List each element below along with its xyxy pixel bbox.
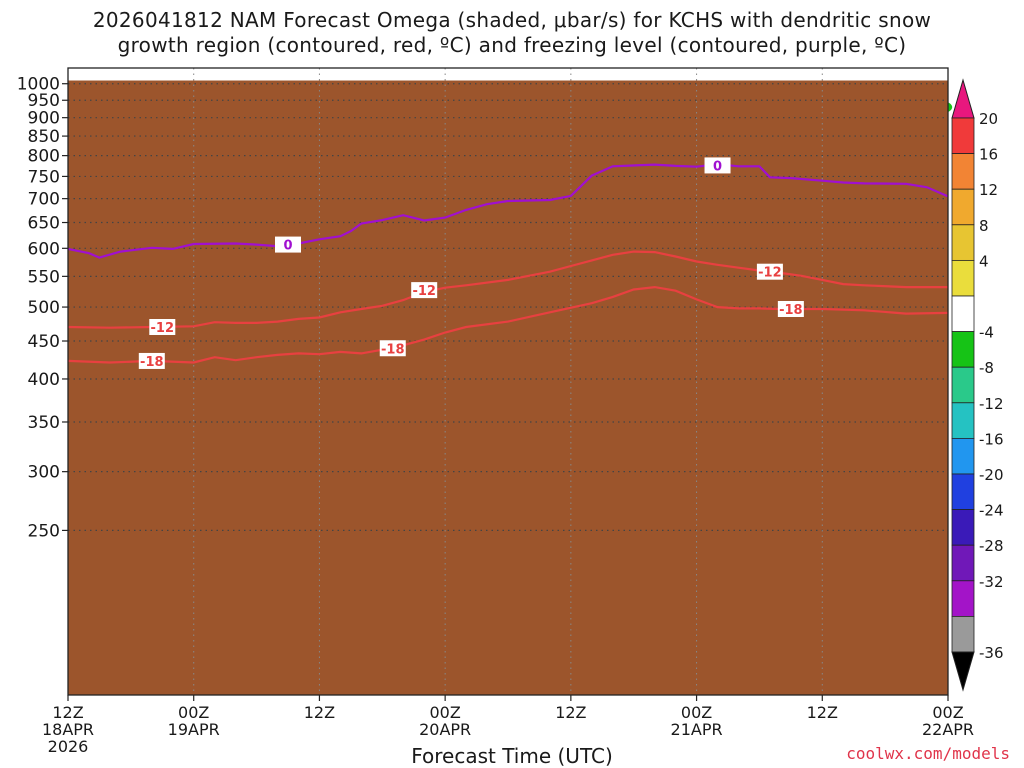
x-tick-label-24-0: 12Z <box>304 703 335 722</box>
colorbar-swatch-7 <box>951 366 975 404</box>
colorbar-swatch-14 <box>951 616 975 653</box>
isotherm-minus12-label-bg-2 <box>756 263 783 280</box>
colorbar-label-3: 8 <box>979 217 989 235</box>
freezing-level-label-bg-1 <box>704 157 731 174</box>
colorbar-label-7: -12 <box>979 395 1004 413</box>
colorbar-label-1: 16 <box>979 146 998 164</box>
freezing-level-contour <box>67 163 949 259</box>
y-tick-label-300: 300 <box>28 463 60 483</box>
colorbar-swatch-4 <box>951 259 975 297</box>
colorbar-label-2: 12 <box>979 181 998 199</box>
y-tick-label-950: 950 <box>28 91 60 111</box>
colorbar-label-11: -28 <box>979 537 1004 555</box>
colorbar-bottom-arrow <box>951 651 975 692</box>
colorbar-swatch-10 <box>951 473 975 510</box>
isotherm-minus12-label-bg-0 <box>149 318 176 335</box>
colorbar-swatch-6 <box>951 331 975 368</box>
y-tick-label-550: 550 <box>28 267 60 287</box>
chart-title-line1: 2026041812 NAM Forecast Omega (shaded, μ… <box>92 8 932 32</box>
colorbar-swatch-13 <box>951 580 975 617</box>
x-tick-label-48-0: 12Z <box>555 703 586 722</box>
isotherm-minus18-label-bg-0 <box>138 352 165 369</box>
freezing-level-label-0: 0 <box>283 239 292 254</box>
isotherm-minus12-label-2: -12 <box>758 266 782 281</box>
colorbar-swatch-2 <box>951 188 975 226</box>
y-tick-label-1000: 1000 <box>17 75 60 95</box>
isotherm-minus12-label-1: -12 <box>412 284 436 299</box>
x-tick-label-36-0: 00Z <box>429 703 460 722</box>
y-tick-label-900: 900 <box>28 109 60 129</box>
y-tick-label-750: 750 <box>28 167 60 187</box>
colorbar-swatch-12 <box>951 544 975 582</box>
isotherm-minus12-label-bg-1 <box>411 282 438 299</box>
x-tick-label-60-0: 00Z <box>681 703 712 722</box>
isotherm-minus18-label-0: -18 <box>140 355 164 370</box>
colorbar-swatch-9 <box>951 437 975 475</box>
colorbar-top-arrow <box>951 78 975 119</box>
y-tick-label-700: 700 <box>28 190 60 210</box>
colorbar-swatch-3 <box>951 224 975 261</box>
colorbar-swatch-1 <box>951 153 975 190</box>
plot-frame <box>67 67 949 696</box>
x-axis-label: Forecast Time (UTC) <box>411 744 613 768</box>
x-tick-label-60-1: 21APR <box>671 720 723 739</box>
x-tick-label-0-0: 12Z <box>52 703 83 722</box>
freezing-level-label-bg-0 <box>275 236 301 253</box>
colorbar-swatch-5 <box>951 295 975 332</box>
y-tick-label-350: 350 <box>28 413 60 433</box>
y-tick-label-250: 250 <box>28 521 60 541</box>
isotherm-minus18-label-bg-2 <box>777 301 804 318</box>
colorbar-label-9: -20 <box>979 466 1004 484</box>
freezing-level-label-1: 0 <box>713 159 722 174</box>
y-tick-label-500: 500 <box>28 298 60 318</box>
x-tick-label-0-2: 2026 <box>48 737 89 756</box>
x-tick-label-84-0: 00Z <box>932 703 963 722</box>
colorbar-label-6: -8 <box>979 359 994 377</box>
y-tick-label-400: 400 <box>28 370 60 390</box>
colorbar-label-13: -36 <box>979 644 1004 662</box>
colorbar-label-8: -16 <box>979 430 1004 448</box>
isotherm-minus18-label-bg-1 <box>379 340 406 357</box>
isotherm-minus12-label-0: -12 <box>151 321 175 336</box>
isotherm-minus12-contour <box>67 250 948 329</box>
y-tick-label-600: 600 <box>28 239 60 259</box>
x-tick-label-0-1: 18APR <box>42 720 94 739</box>
y-tick-label-650: 650 <box>28 214 60 234</box>
colorbar-label-0: 20 <box>979 110 998 128</box>
isotherm-minus18-label-2: -18 <box>779 303 803 318</box>
x-tick-label-12-0: 00Z <box>178 703 209 722</box>
colorbar-label-4: 4 <box>979 252 989 270</box>
y-tick-label-800: 800 <box>28 147 60 167</box>
chart-title-line2: growth region (contoured, red, ºC) and f… <box>117 33 907 57</box>
colorbar-swatch-11 <box>951 509 975 546</box>
ground-terrain <box>68 80 948 695</box>
y-tick-label-850: 850 <box>28 127 60 147</box>
y-tick-label-450: 450 <box>28 332 60 352</box>
isotherm-minus18-label-1: -18 <box>381 342 405 357</box>
x-tick-label-84-1: 22APR <box>922 720 974 739</box>
x-tick-label-36-1: 20APR <box>419 720 471 739</box>
watermark: coolwx.com/models <box>846 744 1010 763</box>
colorbar-swatch-8 <box>951 402 975 439</box>
colorbar-label-12: -32 <box>979 573 1004 591</box>
colorbar-label-10: -24 <box>979 502 1004 520</box>
colorbar-label-5: -4 <box>979 324 994 342</box>
x-tick-label-72-0: 12Z <box>807 703 838 722</box>
x-tick-label-12-1: 19APR <box>168 720 220 739</box>
colorbar-swatch-0 <box>951 117 975 154</box>
isotherm-minus18-contour <box>67 285 949 364</box>
